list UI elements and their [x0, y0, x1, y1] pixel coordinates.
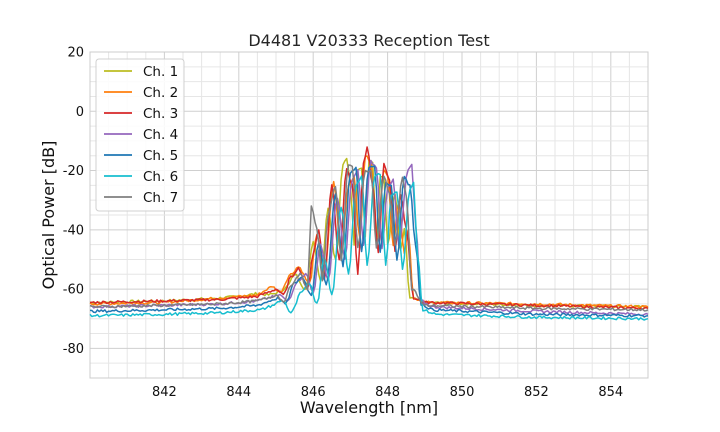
x-tick-label: 852 [524, 385, 549, 400]
series-line-ch7 [89, 164, 649, 312]
legend: Ch. 1 Ch. 2 Ch. 3 Ch. 4 Ch. 5 Ch. 6 Ch. 7 [95, 58, 185, 212]
legend-label: Ch. 3 [143, 106, 178, 122]
legend-label: Ch. 7 [143, 190, 178, 206]
x-tick-label: 848 [375, 385, 400, 400]
y-tick-label: 20 [67, 46, 84, 61]
chart-title: D4481 V20333 Reception Test [248, 31, 489, 50]
x-tick-labels: 842 844 846 848 850 852 854 [152, 385, 623, 400]
legend-label: Ch. 6 [143, 169, 178, 185]
x-tick-label: 846 [301, 385, 326, 400]
legend-label: Ch. 4 [143, 127, 178, 143]
plot-frame [89, 51, 649, 379]
y-tick-label: -20 [63, 164, 84, 179]
legend-label: Ch. 2 [143, 85, 178, 101]
x-tick-label: 850 [450, 385, 475, 400]
series-line-ch6 [89, 172, 649, 321]
series-line-ch5 [89, 165, 649, 318]
y-tick-label: 0 [76, 105, 84, 120]
legend-label: Ch. 1 [143, 64, 178, 80]
y-tick-labels: 20 0 -20 -40 -60 -80 [63, 46, 84, 357]
x-tick-label: 844 [226, 385, 251, 400]
legend-label: Ch. 5 [143, 148, 178, 164]
y-tick-label: -40 [63, 223, 84, 238]
series-line-ch3 [89, 146, 649, 311]
x-tick-label: 854 [598, 385, 623, 400]
x-axis-label: Wavelength [nm] [300, 398, 438, 417]
series-lines [89, 146, 649, 321]
y-tick-label: -80 [63, 342, 84, 357]
legend-box [95, 58, 185, 212]
y-tick-label: -60 [63, 283, 84, 298]
x-tick-label: 842 [152, 385, 177, 400]
y-axis-label: Optical Power [dB] [39, 141, 58, 290]
